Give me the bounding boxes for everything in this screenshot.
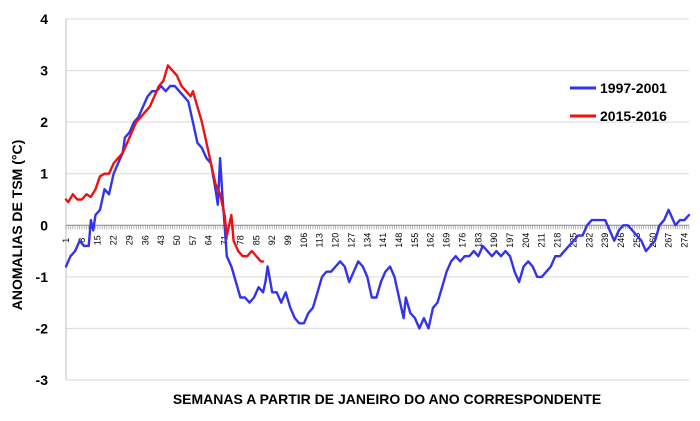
x-tick-label: 274	[679, 233, 689, 248]
x-tick-label: 260	[648, 233, 658, 248]
x-tick-label: 57	[188, 235, 198, 245]
y-axis-title: ANOMALIAS DE TSM (°C)	[9, 140, 25, 310]
x-tick-label: 92	[267, 235, 277, 245]
y-tick-label: -2	[36, 320, 49, 336]
y-tick-label: -3	[36, 372, 49, 388]
x-tick-label: 85	[251, 235, 261, 245]
x-tick-label: 148	[394, 233, 404, 248]
legend-label: 1997-2001	[600, 80, 667, 96]
x-tick-label: 64	[204, 235, 214, 245]
y-tick-label: 3	[40, 63, 48, 79]
x-tick-label: 197	[505, 233, 515, 248]
series-line-blue	[64, 84, 691, 330]
x-tick-label: 8	[77, 238, 87, 243]
x-tick-label: 120	[331, 233, 341, 248]
x-tick-label: 232	[584, 233, 594, 248]
x-tick-label: 239	[600, 233, 610, 248]
x-tick-label: 36	[140, 235, 150, 245]
x-tick-label: 183	[473, 233, 483, 248]
x-tick-label: 43	[156, 235, 166, 245]
y-tick-labels: 4 3 2 1 0 -1 -2 -3	[36, 11, 49, 388]
x-tick-label: 141	[378, 233, 388, 248]
legend-label: 2015-2016	[600, 108, 667, 124]
x-tick-label: 106	[299, 233, 309, 248]
x-tick-label: 218	[553, 233, 563, 248]
grid-lines	[66, 18, 689, 381]
x-tick-label: 162	[426, 233, 436, 248]
x-axis-title: SEMANAS A PARTIR DE JANEIRO DO ANO CORRE…	[173, 391, 601, 407]
x-tick-label: 15	[93, 235, 103, 245]
x-tick-label: 190	[489, 233, 499, 248]
x-tick-label: 246	[616, 233, 626, 248]
series-lines	[64, 64, 691, 330]
x-tick-label: 169	[442, 233, 452, 248]
legend: 1997-2001 2015-2016	[570, 80, 667, 124]
x-tick-label: 1	[61, 238, 71, 243]
x-tick-label: 267	[664, 233, 674, 248]
y-tick-label: 0	[40, 217, 48, 233]
x-tick-label: 113	[315, 233, 325, 247]
x-tick-label: 155	[410, 233, 420, 248]
x-tick-label: 134	[362, 233, 372, 248]
x-tick-label: 22	[109, 235, 119, 245]
x-tick-label: 99	[283, 235, 293, 245]
y-tick-label: 4	[40, 11, 48, 27]
y-tick-label: 1	[40, 166, 48, 182]
x-tick-label: 176	[457, 233, 467, 248]
x-tick-label: 127	[346, 233, 356, 248]
x-axis: 1 8 15 22 29 36 43 50 57 64 71 78 85 92 99 106 113 120 127…	[61, 224, 689, 248]
x-tick-label: 253	[632, 233, 642, 248]
x-tick-label: 78	[235, 235, 245, 245]
x-tick-label: 50	[172, 235, 182, 245]
series-line-red	[64, 64, 265, 263]
x-tick-label: 29	[124, 235, 134, 245]
y-tick-label: 2	[40, 114, 48, 130]
x-tick-label: 204	[521, 233, 531, 248]
x-tick-label: 211	[537, 233, 547, 247]
y-tick-label: -1	[36, 269, 49, 285]
